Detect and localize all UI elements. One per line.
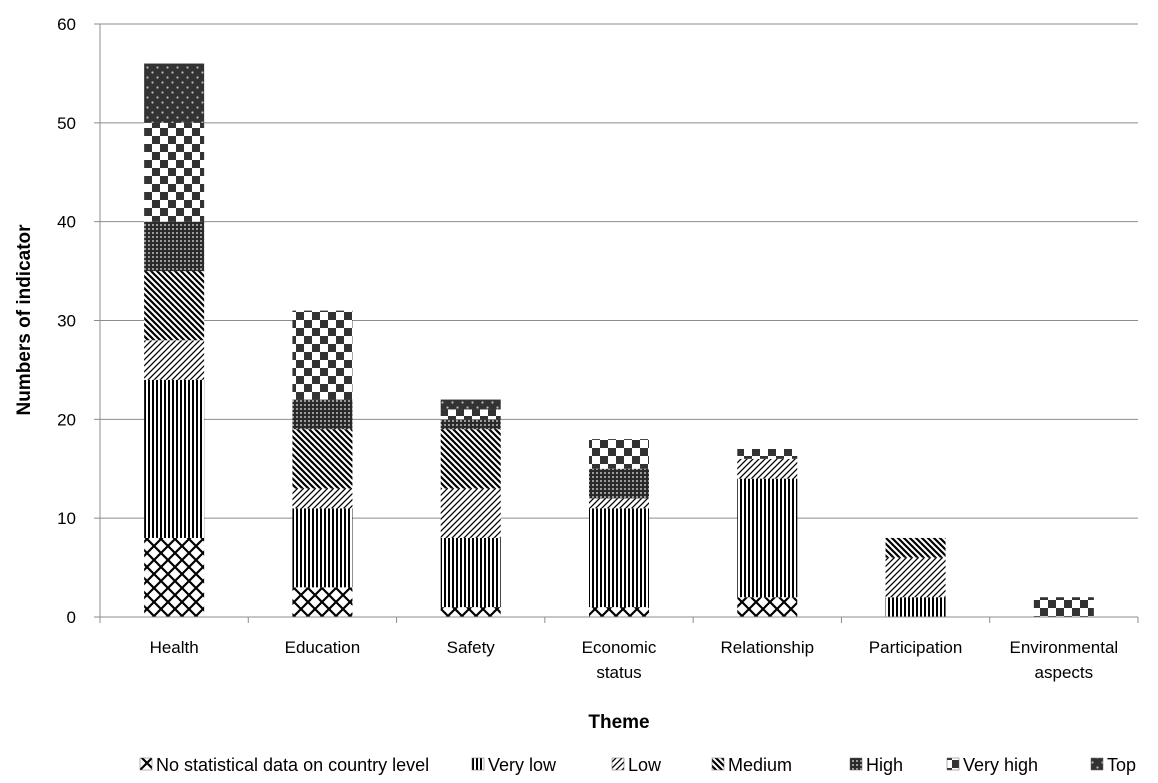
legend-label: High <box>866 755 903 775</box>
bar-segment <box>885 537 946 558</box>
legend-swatch <box>946 757 960 771</box>
x-tick-label: Environmental <box>1010 638 1119 657</box>
legend-swatch <box>139 757 153 771</box>
bar-segment <box>440 419 501 430</box>
x-tick-labels: Health Education Safety Economic status Relat… <box>150 638 1119 682</box>
bar-segment <box>737 448 798 459</box>
x-tick-label: Participation <box>869 638 963 657</box>
y-tick-label: 10 <box>57 509 76 528</box>
bar-segment <box>737 478 798 598</box>
y-tick-labels: 0 10 20 30 40 50 60 <box>57 15 76 627</box>
bar-segment <box>292 429 353 489</box>
axes <box>94 23 1139 623</box>
legend-swatch <box>471 757 485 771</box>
bar-segment <box>292 508 353 588</box>
gridlines <box>100 23 1138 519</box>
bar-segment <box>144 122 205 222</box>
y-tick-label: 50 <box>57 114 76 133</box>
bar-segment <box>737 458 798 479</box>
bar-segment <box>440 429 501 489</box>
legend-swatch <box>849 757 863 771</box>
bar-segment <box>589 439 649 469</box>
x-tick-label: status <box>596 663 641 682</box>
legend-swatch <box>611 757 625 771</box>
bar-segment <box>440 607 501 617</box>
bar-segment <box>292 310 353 400</box>
bar-segment <box>144 379 205 538</box>
y-tick-label: 30 <box>57 312 76 331</box>
bar-segment <box>589 508 649 608</box>
y-tick-label: 20 <box>57 410 76 429</box>
legend-swatch <box>1090 757 1104 771</box>
x-tick-label: aspects <box>1035 663 1094 682</box>
bar-segment <box>292 399 353 430</box>
bar-segment <box>144 63 205 123</box>
legend-label: Low <box>628 755 662 775</box>
bars <box>144 63 1094 617</box>
x-tick-label: Education <box>285 638 361 657</box>
bar-segment <box>885 557 946 598</box>
bar-segment <box>440 488 501 538</box>
legend-label: No statistical data on country level <box>156 755 429 775</box>
bar-segment <box>440 409 501 420</box>
bar-segment <box>144 221 205 272</box>
x-tick-label: Relationship <box>721 638 815 657</box>
legend-swatch <box>711 757 725 771</box>
y-axis-title: Numbers of indicator <box>14 224 35 416</box>
bar-segment <box>589 607 649 617</box>
y-tick-label: 0 <box>67 608 76 627</box>
legend-label: Very high <box>963 755 1038 775</box>
bar-segment <box>144 537 205 617</box>
legend-label: Medium <box>728 755 792 775</box>
legend-label: Top <box>1107 755 1136 775</box>
bar-segment <box>589 498 649 509</box>
bar-segment <box>589 468 649 499</box>
bar-segment <box>144 271 205 341</box>
bar-segment <box>292 488 353 509</box>
x-axis-title: Theme <box>588 712 649 733</box>
bar-segment <box>737 597 798 617</box>
x-tick-label: Economic <box>582 638 657 657</box>
x-tick-label: Safety <box>447 638 496 657</box>
y-tick-label: 60 <box>57 15 76 34</box>
bar-segment <box>440 399 501 410</box>
y-tick-label: 40 <box>57 213 76 232</box>
legend: No statistical data on country level Very… <box>139 755 1136 775</box>
legend-label: Very low <box>488 755 557 775</box>
x-tick-label: Health <box>150 638 199 657</box>
bar-segment <box>144 340 205 380</box>
bar-segment <box>292 587 353 617</box>
bar-segment <box>440 537 501 608</box>
bar-segment <box>1033 597 1094 617</box>
bar-segment <box>885 597 946 617</box>
